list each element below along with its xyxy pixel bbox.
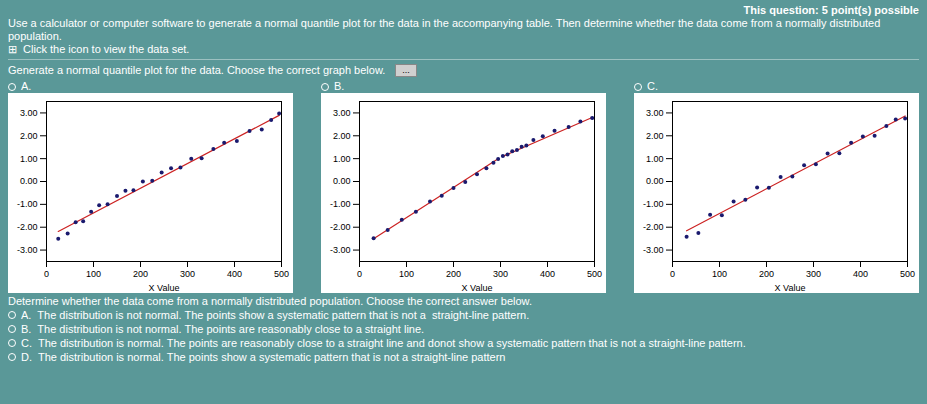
html-text:B. The distribution is not nor: B. The distribution is not normal. The p… (21, 322, 425, 335)
svg-text:400: 400 (227, 269, 242, 279)
svg-text:0.00: 0.00 (646, 176, 664, 186)
svg-text:200: 200 (446, 269, 461, 279)
svg-text:300: 300 (806, 269, 821, 279)
svg-text:-3.00: -3.00 (17, 245, 38, 255)
svg-text:400: 400 (540, 269, 555, 279)
svg-text:100: 100 (86, 269, 101, 279)
svg-text:X Value: X Value (462, 283, 493, 293)
svg-text:X Value: X Value (149, 283, 180, 293)
svg-text:0.00: 0.00 (20, 176, 38, 186)
svg-text:400: 400 (853, 269, 868, 279)
svg-text:-1.00: -1.00 (330, 199, 351, 209)
svg-text:2.00: 2.00 (20, 131, 38, 141)
html-text:A.: A. (21, 80, 32, 92)
svg-text:-2.00: -2.00 (643, 222, 664, 232)
svg-text:-3.00: -3.00 (330, 245, 351, 255)
svg-text:3.00: 3.00 (333, 108, 351, 118)
svg-text:300: 300 (180, 269, 195, 279)
svg-text:2.00: 2.00 (646, 131, 664, 141)
svg-text:1.00: 1.00 (333, 154, 351, 164)
svg-text:-3.00: -3.00 (643, 245, 664, 255)
svg-text:0: 0 (357, 269, 362, 279)
svg-text:500: 500 (587, 269, 602, 279)
svg-text:500: 500 (274, 269, 289, 279)
svg-text:X Value: X Value (775, 283, 806, 293)
svg-text:3.00: 3.00 (646, 108, 664, 118)
html-text:⊞ Click the icon to view the d: ⊞ Click the icon to view the data set. (8, 43, 190, 55)
html-text:This question: 5 point(s) poss: This question: 5 point(s) possible (743, 4, 919, 16)
svg-text:100: 100 (712, 269, 727, 279)
svg-text:200: 200 (759, 269, 774, 279)
svg-text:1.00: 1.00 (646, 154, 664, 164)
svg-text:300: 300 (493, 269, 508, 279)
svg-text:-2.00: -2.00 (330, 222, 351, 232)
svg-text:1.00: 1.00 (20, 154, 38, 164)
svg-text:-1.00: -1.00 (643, 199, 664, 209)
svg-text:500: 500 (900, 269, 915, 279)
html-text:Determine whether the data com: Determine whether the data come from a n… (8, 295, 532, 307)
html-text:D. The distribution is normal.: D. The distribution is normal. The point… (21, 350, 506, 363)
html-text:Generate a normal quantile plo: Generate a normal quantile plot for the … (8, 64, 386, 76)
html-text:C.: C. (647, 80, 658, 92)
svg-text:0: 0 (670, 269, 675, 279)
svg-text:-1.00: -1.00 (17, 199, 38, 209)
svg-text:200: 200 (133, 269, 148, 279)
svg-text:-2.00: -2.00 (17, 222, 38, 232)
html-text:A. The distribution is not nor: A. The distribution is not normal. The p… (21, 308, 530, 321)
html-text:C. The distribution is normal.: C. The distribution is normal. The point… (21, 336, 746, 349)
svg-text:3.00: 3.00 (20, 108, 38, 118)
html-text:Use a calculator or computer s: Use a calculator or computer software to… (8, 17, 884, 42)
svg-text:0: 0 (44, 269, 49, 279)
svg-text:0.00: 0.00 (333, 176, 351, 186)
html-text:B.: B. (334, 80, 345, 92)
svg-text:100: 100 (399, 269, 414, 279)
svg-text:2.00: 2.00 (333, 131, 351, 141)
